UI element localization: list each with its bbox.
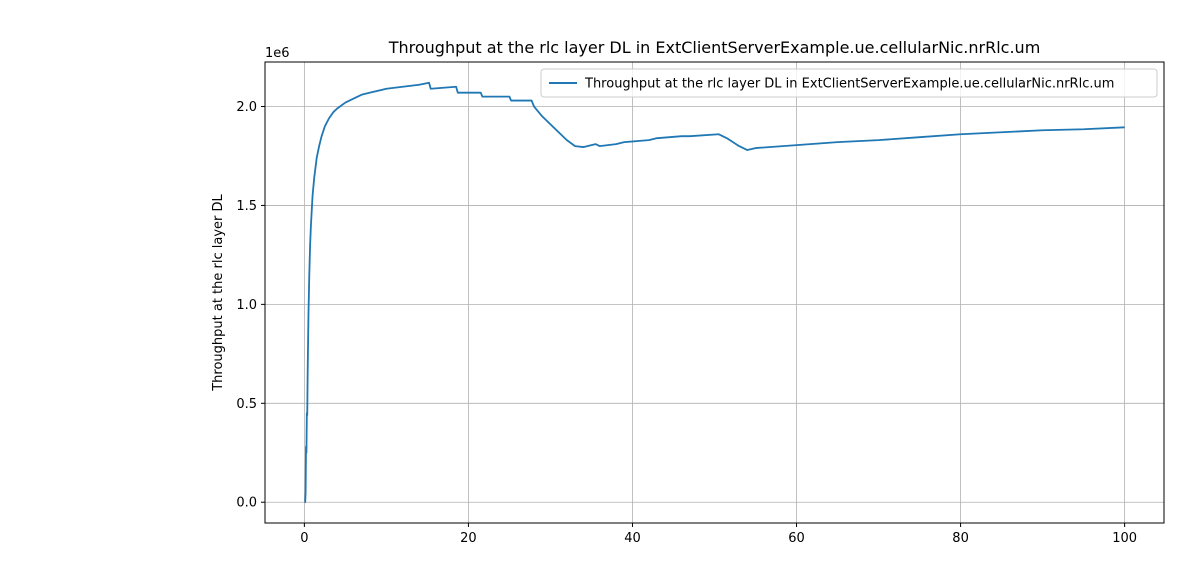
axis-ticks: 0 20 40 60 80 100 0.0 0.5 1.0 1.5 2.0 bbox=[236, 100, 1137, 546]
series-layer bbox=[304, 81, 1125, 504]
chart-title: Throughput at the rlc layer DL in ExtCli… bbox=[388, 38, 1041, 57]
x-tick-label: 40 bbox=[624, 531, 641, 546]
x-tick-label: 60 bbox=[788, 531, 805, 546]
grid-lines bbox=[265, 62, 1164, 523]
y-tick-label: 1.5 bbox=[236, 199, 257, 214]
x-tick-label: 0 bbox=[300, 531, 308, 546]
y-tick-label: 1.0 bbox=[236, 298, 257, 313]
series-line bbox=[304, 81, 1125, 504]
legend: Throughput at the rlc layer DL in ExtCli… bbox=[540, 68, 1158, 98]
y-tick-label: 0.0 bbox=[236, 496, 257, 511]
y-axis-label: Throughput at the rlc layer DL bbox=[211, 193, 226, 391]
y-tick-label: 2.0 bbox=[236, 100, 257, 115]
y-tick-label: 0.5 bbox=[236, 397, 257, 412]
legend-box bbox=[540, 68, 1158, 98]
plot-area-frame bbox=[264, 61, 1165, 524]
x-tick-label: 100 bbox=[1112, 531, 1137, 546]
x-tick-label: 80 bbox=[952, 531, 969, 546]
y-offset-label: 1e6 bbox=[265, 46, 290, 61]
legend-entry: Throughput at the rlc layer DL in ExtCli… bbox=[584, 77, 1114, 92]
x-tick-label: 20 bbox=[460, 531, 477, 546]
